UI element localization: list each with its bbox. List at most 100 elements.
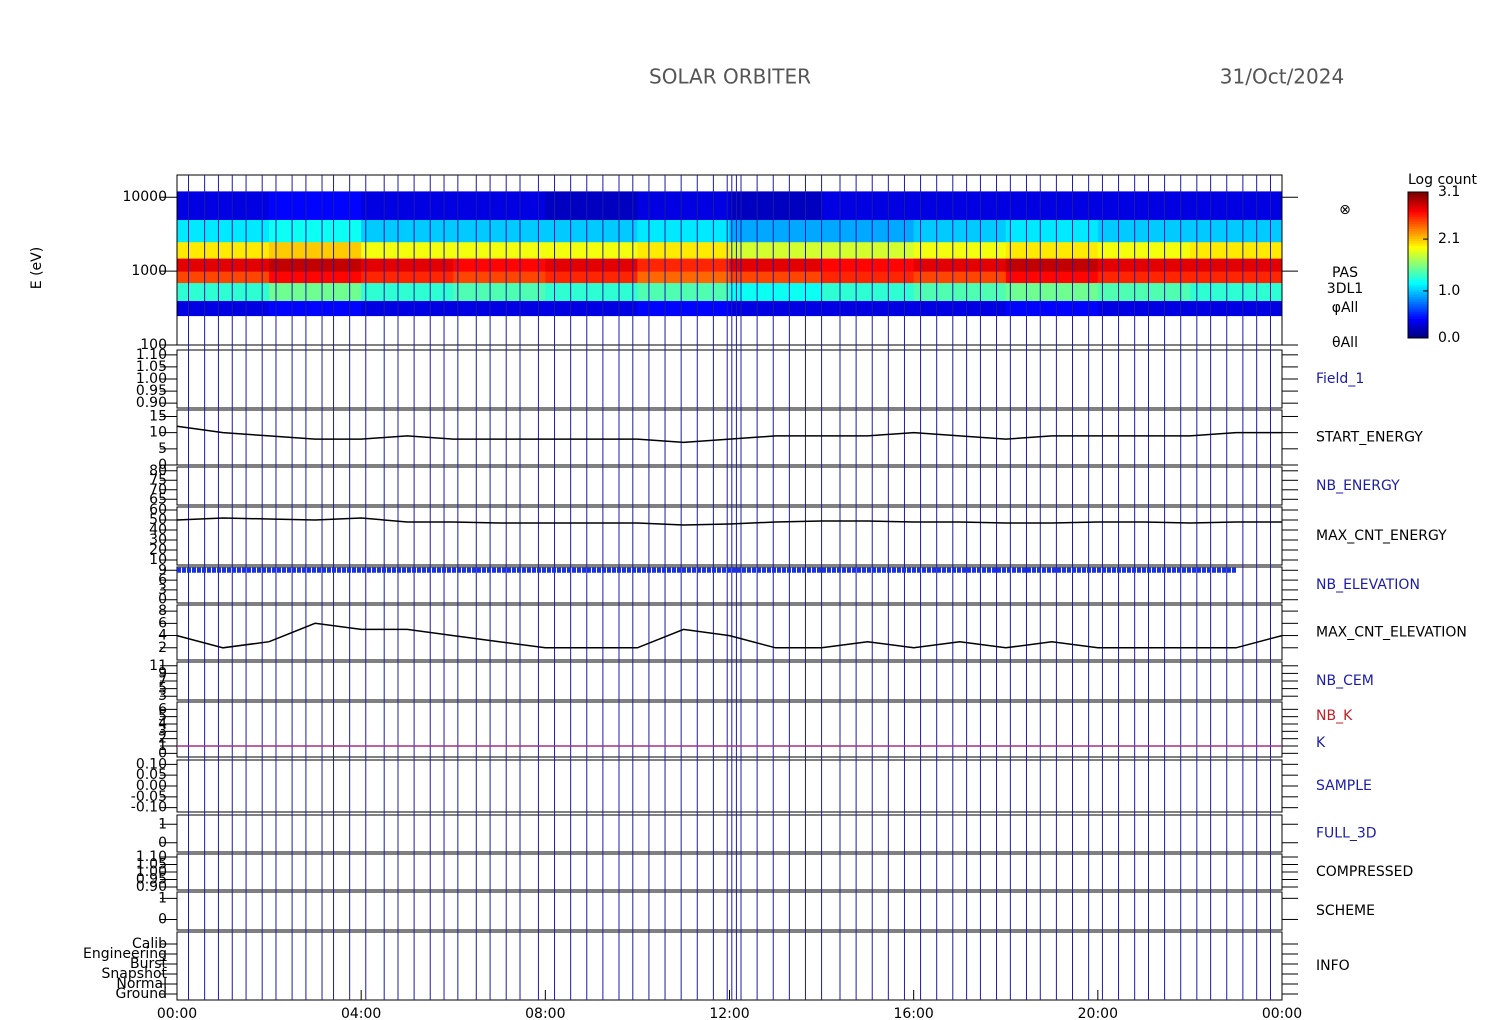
x-tick-label: 08:00 xyxy=(525,1006,565,1020)
colorbar-stripe xyxy=(1408,316,1428,320)
y-tick-label: 80 xyxy=(149,463,167,479)
y-tick-label: 0.90 xyxy=(136,879,167,895)
spectrogram-cell xyxy=(545,241,638,259)
panel-frame xyxy=(176,409,1283,466)
panel-frame xyxy=(176,759,1283,813)
y-tick-label: 40 xyxy=(149,522,167,538)
spectrogram-cell xyxy=(269,282,362,302)
panel-frame xyxy=(176,891,1283,931)
colorbar-stripe xyxy=(1408,194,1428,198)
spectrogram-cell xyxy=(821,191,915,220)
spectrogram-cell xyxy=(821,219,915,243)
colorbar-stripe xyxy=(1408,233,1428,237)
colorbar-stripe xyxy=(1408,323,1428,327)
y-tick-label: 70 xyxy=(149,482,167,498)
colorbar-tick-label: 2.1 xyxy=(1438,231,1460,247)
category-label: Engineering xyxy=(83,946,167,962)
spectrogram-cell xyxy=(1189,258,1283,272)
colorbar-stripe xyxy=(1408,289,1428,293)
colorbar-stripe xyxy=(1408,216,1428,220)
spectrogram-cell xyxy=(361,300,454,317)
spectrogram-cell xyxy=(269,241,362,259)
spectrogram-cell xyxy=(1097,219,1191,243)
colorbar-stripe xyxy=(1408,221,1428,225)
y-tick-label: 10 xyxy=(149,552,167,568)
spectrogram-cell xyxy=(177,300,270,317)
colorbar-stripe xyxy=(1408,228,1428,232)
spectrogram-cell xyxy=(1189,300,1283,317)
y-tick-label: 1.05 xyxy=(136,857,167,873)
y-tick-label: 75 xyxy=(149,472,167,488)
colorbar-frame xyxy=(1407,191,1429,339)
colorbar-stripe xyxy=(1408,291,1428,295)
spectrogram-cell xyxy=(729,271,823,284)
colorbar-tick-label: 3.1 xyxy=(1438,184,1460,200)
colorbar-stripe xyxy=(1408,206,1428,210)
panel-label: Field_1 xyxy=(1316,371,1364,387)
spectrogram-cell xyxy=(729,300,823,317)
data-line xyxy=(176,425,1282,444)
colorbar-stripe xyxy=(1408,230,1428,234)
spectrogram-cell xyxy=(729,282,823,302)
data-line xyxy=(176,517,1282,526)
spectrogram-cell xyxy=(269,191,362,220)
colorbar-stripe xyxy=(1408,333,1428,337)
y-tick-label: 100 xyxy=(140,337,167,353)
spectrogram-cell xyxy=(821,300,915,317)
spectrogram-cell xyxy=(361,258,454,272)
plot-date: 31/Oct/2024 xyxy=(1220,65,1344,89)
panel-label: NB_CEM xyxy=(1316,673,1374,689)
panel-label: 3DL1 xyxy=(1327,281,1363,297)
y-tick-label: 1.10 xyxy=(136,849,167,865)
spectrogram-cell xyxy=(545,191,638,220)
panel-frame xyxy=(176,349,1283,409)
spectrogram-cell xyxy=(637,258,730,272)
colorbar-stripe xyxy=(1408,286,1428,290)
spectrogram-cell xyxy=(1097,191,1191,220)
y-tick-label: 1.00 xyxy=(136,864,167,880)
spectrogram-cell xyxy=(729,191,823,220)
panel-label: K xyxy=(1316,735,1326,751)
colorbar-stripe xyxy=(1408,299,1428,302)
category-label: Snapshot xyxy=(102,966,168,982)
spectrogram-cell xyxy=(453,258,546,272)
panel-label: MAX_CNT_ENERGY xyxy=(1316,528,1447,544)
y-tick-label: 10 xyxy=(149,425,167,441)
colorbar-stripe xyxy=(1408,255,1428,259)
spectrogram-cell xyxy=(637,282,730,302)
spectrogram-cell xyxy=(453,191,546,220)
spectrogram-cell xyxy=(545,282,638,302)
spectrogram-cell xyxy=(1097,241,1191,259)
spectrogram-cell xyxy=(637,300,730,317)
spectrogram-cell xyxy=(821,241,915,259)
colorbar-stripe xyxy=(1408,306,1428,310)
y-tick-label: 0.95 xyxy=(136,872,167,888)
colorbar-stripe xyxy=(1408,265,1428,268)
colorbar-stripe xyxy=(1408,269,1428,273)
colorbar-stripe xyxy=(1408,272,1428,276)
panel-frame xyxy=(176,814,1283,853)
spectrogram-cell xyxy=(453,282,546,302)
spectrogram-cell xyxy=(1189,191,1283,220)
data-line xyxy=(176,622,1283,649)
spectrogram-cell xyxy=(913,191,1007,220)
colorbar-stripe xyxy=(1408,192,1428,195)
spectrogram-cell xyxy=(913,282,1007,302)
colorbar-stripe xyxy=(1408,247,1428,251)
spectrogram-cell xyxy=(1189,282,1283,302)
spectrogram-cell xyxy=(1005,300,1099,317)
colorbar-stripe xyxy=(1408,226,1428,229)
spectrogram-cell xyxy=(1005,241,1099,259)
panel-frame xyxy=(176,661,1283,701)
colorbar-stripe xyxy=(1408,318,1428,322)
x-tick-label: 20:00 xyxy=(1078,1006,1118,1020)
y-tick-label: 15 xyxy=(149,408,167,424)
spectrogram-cell xyxy=(545,271,638,284)
spectrogram-cell xyxy=(269,300,362,317)
spectrogram-cell xyxy=(177,258,270,272)
spectrogram-cell xyxy=(361,271,454,284)
plot-title: SOLAR ORBITER xyxy=(649,65,811,89)
panel-label: INFO xyxy=(1316,958,1350,974)
colorbar-stripe xyxy=(1408,279,1428,283)
colorbar-stripe xyxy=(1408,313,1428,317)
